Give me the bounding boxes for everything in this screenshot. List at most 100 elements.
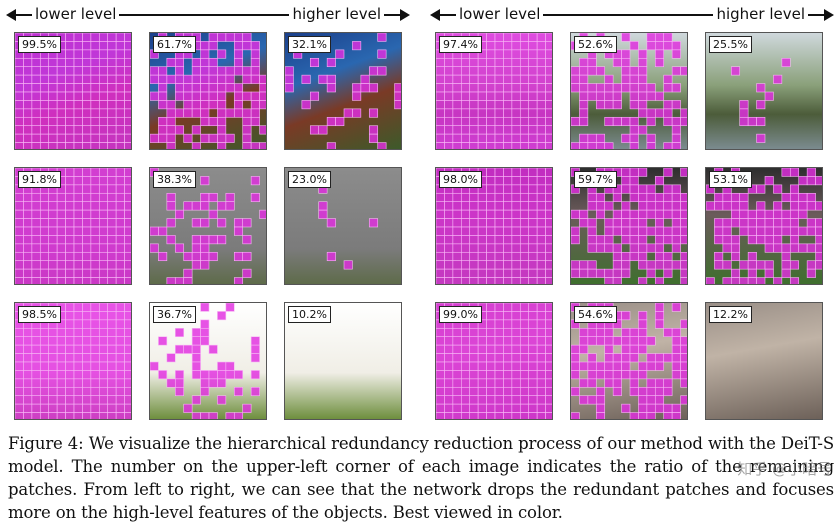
patch bbox=[671, 412, 681, 419]
patch bbox=[545, 218, 552, 228]
patch bbox=[477, 327, 487, 338]
patch bbox=[318, 209, 328, 219]
patch bbox=[730, 251, 741, 262]
patch bbox=[39, 386, 50, 397]
patch bbox=[444, 125, 454, 135]
patch bbox=[486, 41, 496, 51]
remaining-ratio-badge: 53.1% bbox=[709, 171, 752, 188]
patch bbox=[191, 125, 201, 135]
patch bbox=[82, 395, 92, 405]
patch bbox=[486, 403, 496, 413]
patch bbox=[536, 403, 546, 413]
patch bbox=[82, 74, 92, 84]
patch bbox=[789, 235, 800, 245]
patch bbox=[23, 370, 33, 380]
patch bbox=[722, 218, 732, 228]
patch bbox=[486, 243, 496, 253]
patch bbox=[612, 192, 622, 203]
patch bbox=[56, 116, 66, 127]
patch bbox=[225, 192, 235, 203]
patch bbox=[638, 395, 648, 405]
patch bbox=[756, 201, 766, 211]
patch bbox=[612, 370, 622, 380]
patch bbox=[65, 49, 75, 59]
patch-mask bbox=[150, 168, 266, 284]
patch bbox=[595, 100, 606, 110]
patch bbox=[469, 243, 479, 253]
patch bbox=[65, 395, 75, 405]
patch bbox=[377, 49, 387, 59]
patch bbox=[436, 226, 445, 236]
patch bbox=[460, 108, 471, 118]
patch bbox=[503, 201, 513, 211]
remaining-ratio-badge: 10.2% bbox=[288, 306, 331, 323]
patch bbox=[444, 386, 454, 397]
patch bbox=[764, 218, 774, 228]
patch bbox=[486, 49, 496, 59]
patch bbox=[191, 66, 201, 76]
patch bbox=[174, 108, 185, 118]
patch bbox=[444, 133, 454, 143]
patch bbox=[15, 378, 24, 388]
patch bbox=[15, 344, 24, 354]
patch bbox=[225, 303, 235, 312]
patch bbox=[604, 353, 614, 363]
patch bbox=[579, 57, 589, 68]
patch bbox=[31, 386, 41, 397]
patch bbox=[646, 33, 656, 42]
patch bbox=[654, 176, 665, 186]
patch bbox=[579, 66, 589, 76]
patch bbox=[503, 327, 513, 338]
patch bbox=[107, 353, 117, 363]
patch bbox=[166, 108, 176, 118]
patch bbox=[486, 184, 496, 194]
patch bbox=[23, 142, 33, 149]
patch bbox=[680, 361, 687, 371]
patch bbox=[31, 336, 41, 346]
patch bbox=[23, 378, 33, 388]
patch bbox=[612, 226, 622, 236]
patch bbox=[663, 33, 673, 42]
patch bbox=[444, 268, 454, 278]
patch bbox=[65, 192, 75, 203]
patch bbox=[233, 386, 244, 397]
patch bbox=[90, 260, 100, 270]
patch bbox=[48, 378, 58, 388]
patch bbox=[469, 218, 479, 228]
patch bbox=[48, 353, 58, 363]
patch bbox=[503, 142, 513, 149]
patch bbox=[638, 344, 648, 354]
patch bbox=[536, 344, 546, 354]
patch bbox=[82, 83, 92, 93]
patch bbox=[638, 386, 648, 397]
patch bbox=[174, 327, 185, 338]
patch bbox=[460, 336, 471, 346]
patch bbox=[460, 74, 471, 84]
patch bbox=[519, 100, 530, 110]
patch bbox=[621, 176, 631, 186]
patch bbox=[460, 412, 471, 419]
patch bbox=[663, 100, 673, 110]
patch bbox=[536, 303, 546, 312]
patch bbox=[15, 327, 24, 338]
patch bbox=[671, 125, 681, 135]
patch bbox=[747, 218, 757, 228]
patch bbox=[115, 403, 125, 413]
patch bbox=[98, 125, 109, 135]
patch bbox=[469, 370, 479, 380]
patch bbox=[98, 303, 109, 312]
patch bbox=[477, 268, 487, 278]
patch bbox=[31, 353, 41, 363]
patch bbox=[115, 33, 125, 42]
patch bbox=[545, 251, 552, 262]
patch bbox=[115, 142, 125, 149]
patch bbox=[73, 74, 83, 84]
patch bbox=[73, 361, 83, 371]
patch bbox=[469, 251, 479, 262]
patch bbox=[191, 108, 201, 118]
patch bbox=[646, 116, 656, 127]
patch bbox=[39, 361, 50, 371]
patch bbox=[65, 386, 75, 397]
patch bbox=[115, 344, 125, 354]
tile-cat-3: 12.2% bbox=[705, 302, 823, 420]
